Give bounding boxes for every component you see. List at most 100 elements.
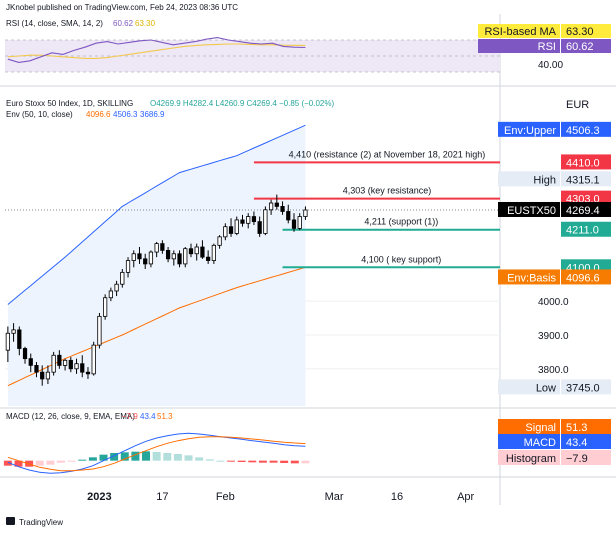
candle-body	[188, 248, 194, 255]
candle-body	[183, 248, 188, 265]
candle-body	[257, 221, 262, 234]
price-tag-value-bg	[561, 269, 611, 285]
price-tag: Env:Basis 4096.6	[498, 269, 611, 285]
x-axis-tick: 16	[391, 491, 403, 503]
x-axis-tick: Apr	[457, 491, 474, 503]
candle-body	[228, 226, 234, 234]
candle-body	[40, 371, 45, 380]
candle-body	[57, 354, 62, 366]
candle	[217, 235, 222, 249]
macd-histogram-bar	[258, 460, 267, 463]
candle	[11, 323, 16, 342]
candle-body	[297, 216, 302, 229]
macd-legend-hist: −7.9	[122, 412, 138, 421]
candle-body	[5, 332, 10, 351]
macd-histogram-bar	[216, 460, 225, 462]
candle	[240, 214, 245, 227]
price-tag-label: Env:Upper	[504, 125, 556, 137]
x-axis-tick: 2023	[87, 491, 111, 503]
macd-value-tag: Histogram −7.9	[498, 450, 611, 465]
candle-body	[85, 371, 91, 375]
macd-histogram-bar	[131, 451, 140, 461]
macd-series-line	[7, 432, 306, 474]
candle	[188, 243, 194, 258]
candle-body	[114, 283, 119, 292]
candle	[5, 326, 10, 363]
candle-body	[240, 219, 245, 224]
rsi-legend: RSI (14, close, SMA, 14, 2)	[6, 19, 103, 28]
macd-histogram-bar	[46, 460, 55, 465]
price-tag-label: Env:Basis	[507, 272, 556, 284]
x-axis-tick: Feb	[216, 491, 235, 503]
candle-body	[11, 329, 16, 334]
candle-body	[303, 209, 308, 217]
candle-body	[234, 219, 239, 234]
candle-body	[34, 365, 39, 373]
macd-value-tag: Signal 51.3	[498, 419, 611, 434]
envelope-legend-lower: 3686.9	[140, 110, 165, 119]
candle	[114, 280, 119, 297]
candle	[68, 356, 73, 373]
price-tag-value-bg	[561, 379, 611, 395]
envelope-legend-basis: 4096.6	[86, 110, 111, 119]
price-tag: 4410.0	[561, 154, 611, 170]
rsi-tag-value: 60.62	[566, 41, 594, 53]
candle-body	[97, 315, 102, 346]
rsi-tag-value-bg	[561, 24, 611, 38]
macd-histogram-bar	[163, 453, 172, 461]
rsi-axis-tick: 40.00	[538, 60, 563, 71]
candle-body	[62, 359, 68, 366]
rsi-legend-value-ma: 63.30	[135, 19, 156, 28]
candle-body	[148, 251, 154, 265]
macd-histogram-bar	[99, 454, 108, 461]
price-tag-label-bg	[498, 201, 560, 217]
candle-body	[246, 216, 251, 224]
macd-tag-label-bg	[498, 450, 560, 465]
price-tag-value: 4315.1	[566, 174, 600, 186]
candle-body	[286, 211, 291, 221]
candle	[143, 253, 148, 269]
ohlc-legend: O4269.9 H4282.4 L4260.9 C4269.4 −0.85 (−…	[150, 99, 334, 108]
candle	[194, 243, 199, 261]
envelope-legend-upper: 4506.3	[113, 110, 138, 119]
price-tag: 4211.0	[561, 221, 611, 237]
candle	[183, 247, 188, 268]
price-tag: Env:Upper 4506.3	[498, 121, 611, 137]
price-tag: EUSTX50 4269.4	[498, 201, 611, 217]
candle	[268, 199, 274, 215]
macd-histogram-bar	[78, 459, 87, 461]
macd-tag-label: MACD	[524, 437, 556, 449]
candle	[286, 204, 291, 224]
macd-histogram-bar	[205, 459, 214, 461]
price-tag-value: 4269.4	[566, 205, 600, 217]
macd-histogram-bar	[290, 460, 299, 464]
candle	[80, 355, 85, 378]
candle	[171, 250, 176, 266]
price-tag-label-bg	[498, 269, 560, 285]
candle	[274, 194, 279, 210]
candle	[85, 367, 91, 379]
level-annotation: 4,100 ( key support)	[361, 254, 441, 264]
price-tag-value: 4506.3	[566, 125, 600, 137]
macd-legend-signal: 51.3	[157, 412, 173, 421]
x-axis-tick: Mar	[325, 491, 344, 503]
rsi-tag-label: RSI-based MA	[484, 26, 556, 38]
candle-body	[291, 219, 297, 229]
macd-tag-value-bg	[561, 434, 611, 449]
candle	[62, 358, 68, 371]
macd-histogram-bar	[152, 452, 161, 461]
price-tag-value: 4211.0	[566, 225, 599, 237]
price-tag-value-bg	[561, 190, 611, 206]
candle	[206, 250, 211, 264]
rsi-tag-label-bg	[478, 24, 560, 38]
candle	[160, 240, 165, 254]
macd-histogram-bar	[142, 451, 151, 461]
candle	[246, 213, 251, 229]
candle-body	[80, 363, 85, 373]
candle	[291, 213, 297, 232]
candle-body	[251, 216, 257, 223]
macd-histogram-bar	[120, 452, 129, 461]
candle-body	[165, 249, 171, 260]
candle	[177, 250, 182, 268]
candle-body	[200, 246, 205, 258]
